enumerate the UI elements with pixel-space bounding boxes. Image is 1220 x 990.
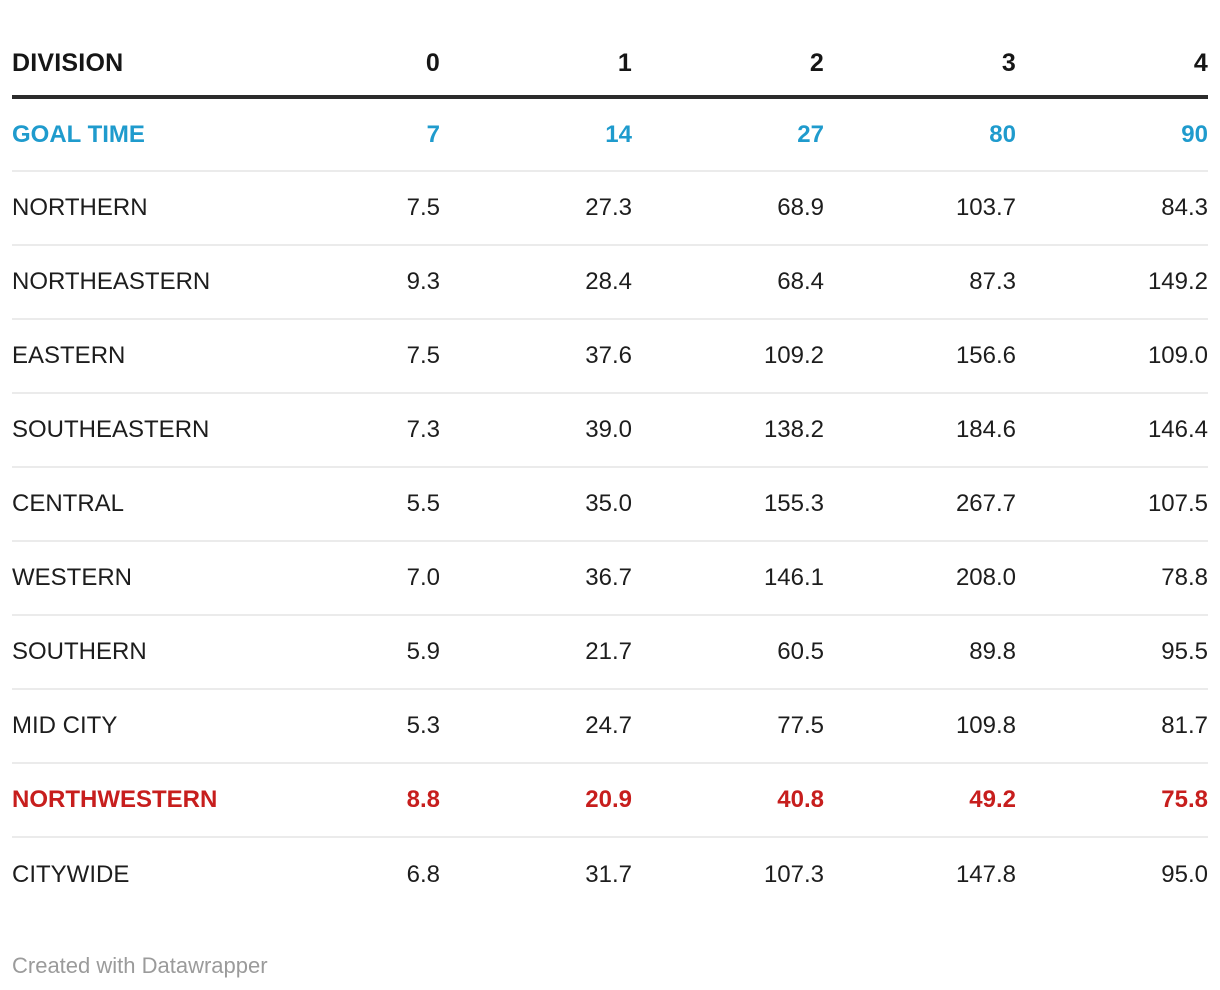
- cell-value: 5.3: [248, 689, 440, 764]
- cell-value: 208.0: [824, 541, 1016, 616]
- cell-value: 149.2: [1016, 245, 1208, 320]
- goal-time-label: GOAL TIME: [12, 97, 248, 172]
- cell-value: 7.5: [248, 319, 440, 394]
- column-header-0: 0: [248, 0, 440, 99]
- goal-time-row: GOAL TIME 7 14 27 80 90: [12, 97, 1208, 172]
- cell-value: 27: [632, 97, 824, 172]
- cell-value: 107.3: [763, 860, 824, 888]
- column-header-3: 3: [824, 0, 1016, 99]
- table-row: SOUTHERN 5.9 21.7 60.5 89.8 95.5: [12, 615, 1208, 690]
- column-header-4: 4: [1016, 0, 1208, 99]
- cell-value: 109.8: [824, 689, 1016, 764]
- cell-value: 21.7: [440, 615, 632, 690]
- cell-value: 40.8: [632, 763, 824, 838]
- cell-value: 156.6: [824, 319, 1016, 394]
- table-row: NORTHERN 7.5 27.3 68.9 103.7 84.3: [12, 171, 1208, 246]
- cell-value: 95.0: [1161, 860, 1208, 888]
- cell-value: 107.5: [1016, 467, 1208, 542]
- cell-value: 109.0: [1016, 319, 1208, 394]
- cell-value: 28.4: [440, 245, 632, 320]
- row-label: SOUTHEASTERN: [12, 393, 248, 468]
- cell-value: 138.2: [632, 393, 824, 468]
- row-label: EASTERN: [12, 319, 248, 394]
- table-row: SOUTHEASTERN 7.3 39.0 138.2 184.6 146.4: [12, 393, 1208, 468]
- column-header-1: 1: [440, 0, 632, 99]
- cell-value: 20.9: [440, 763, 632, 838]
- header-row: DIVISION 0 1 2 3 4: [12, 0, 1208, 99]
- row-label: NORTHWESTERN: [12, 763, 248, 838]
- cell-value: 9.3: [248, 245, 440, 320]
- table-row: CITYWIDE 6.8 31.7 107.3 147.8 95.0: [12, 837, 1208, 911]
- row-label: MID CITY: [12, 689, 248, 764]
- cell-value: 146.1: [632, 541, 824, 616]
- cell-value: 90: [1016, 97, 1208, 172]
- cell-value: 37.6: [440, 319, 632, 394]
- cell-value: 39.0: [440, 393, 632, 468]
- table-row: MID CITY 5.3 24.7 77.5 109.8 81.7: [12, 689, 1208, 764]
- table-row-highlighted: NORTHWESTERN 8.8 20.9 40.8 49.2 75.8: [12, 763, 1208, 838]
- division-response-times-table: DIVISION 0 1 2 3 4 GOAL TIME 7 14 27 80 90 NORTHERN…: [12, 0, 1208, 911]
- row-label: NORTHEASTERN: [12, 245, 248, 320]
- cell-value: 68.9: [632, 171, 824, 246]
- cell-value: 80: [824, 97, 1016, 172]
- cell-value: 27.3: [440, 171, 632, 246]
- cell-value: 49.2: [824, 763, 1016, 838]
- cell-value: 7.0: [248, 541, 440, 616]
- cell-value: 78.8: [1016, 541, 1208, 616]
- attribution: Created with Datawrapper: [12, 953, 1208, 979]
- cell-value: 147.8: [955, 860, 1016, 888]
- table-row: NORTHEASTERN 9.3 28.4 68.4 87.3 149.2: [12, 245, 1208, 320]
- cell-value: 8.8: [248, 763, 440, 838]
- row-label: CITYWIDE: [12, 860, 130, 888]
- cell-value: 146.4: [1016, 393, 1208, 468]
- cell-value: 84.3: [1016, 171, 1208, 246]
- cell-value: 35.0: [440, 467, 632, 542]
- column-header-division: DIVISION: [12, 0, 248, 99]
- cell-value: 155.3: [632, 467, 824, 542]
- cell-value: 7.5: [248, 171, 440, 246]
- cell-value: 103.7: [824, 171, 1016, 246]
- cell-value: 31.7: [585, 860, 632, 888]
- cell-value: 5.9: [248, 615, 440, 690]
- cell-value: 184.6: [824, 393, 1016, 468]
- row-label: WESTERN: [12, 541, 248, 616]
- table-row: EASTERN 7.5 37.6 109.2 156.6 109.0: [12, 319, 1208, 394]
- column-header-2: 2: [632, 0, 824, 99]
- table-row: WESTERN 7.0 36.7 146.1 208.0 78.8: [12, 541, 1208, 616]
- row-label: SOUTHERN: [12, 615, 248, 690]
- cell-value: 95.5: [1016, 615, 1208, 690]
- cell-value: 77.5: [632, 689, 824, 764]
- cell-value: 81.7: [1016, 689, 1208, 764]
- row-label: CENTRAL: [12, 467, 248, 542]
- cell-value: 6.8: [406, 860, 440, 888]
- cell-value: 89.8: [824, 615, 1016, 690]
- cell-value: 14: [440, 97, 632, 172]
- cell-value: 68.4: [632, 245, 824, 320]
- cell-value: 24.7: [440, 689, 632, 764]
- row-label: NORTHERN: [12, 171, 248, 246]
- table-row: CENTRAL 5.5 35.0 155.3 267.7 107.5: [12, 467, 1208, 542]
- cell-value: 87.3: [824, 245, 1016, 320]
- cell-value: 7.3: [248, 393, 440, 468]
- table-body: GOAL TIME 7 14 27 80 90 NORTHERN 7.5 27.3 68.9 103…: [12, 97, 1208, 911]
- cell-value: 36.7: [440, 541, 632, 616]
- cell-value: 60.5: [632, 615, 824, 690]
- cell-value: 109.2: [632, 319, 824, 394]
- credit-text: Created with Datawrapper: [12, 953, 268, 978]
- cell-value: 75.8: [1016, 763, 1208, 838]
- cell-value: 7: [248, 97, 440, 172]
- cell-value: 5.5: [248, 467, 440, 542]
- cell-value: 267.7: [824, 467, 1016, 542]
